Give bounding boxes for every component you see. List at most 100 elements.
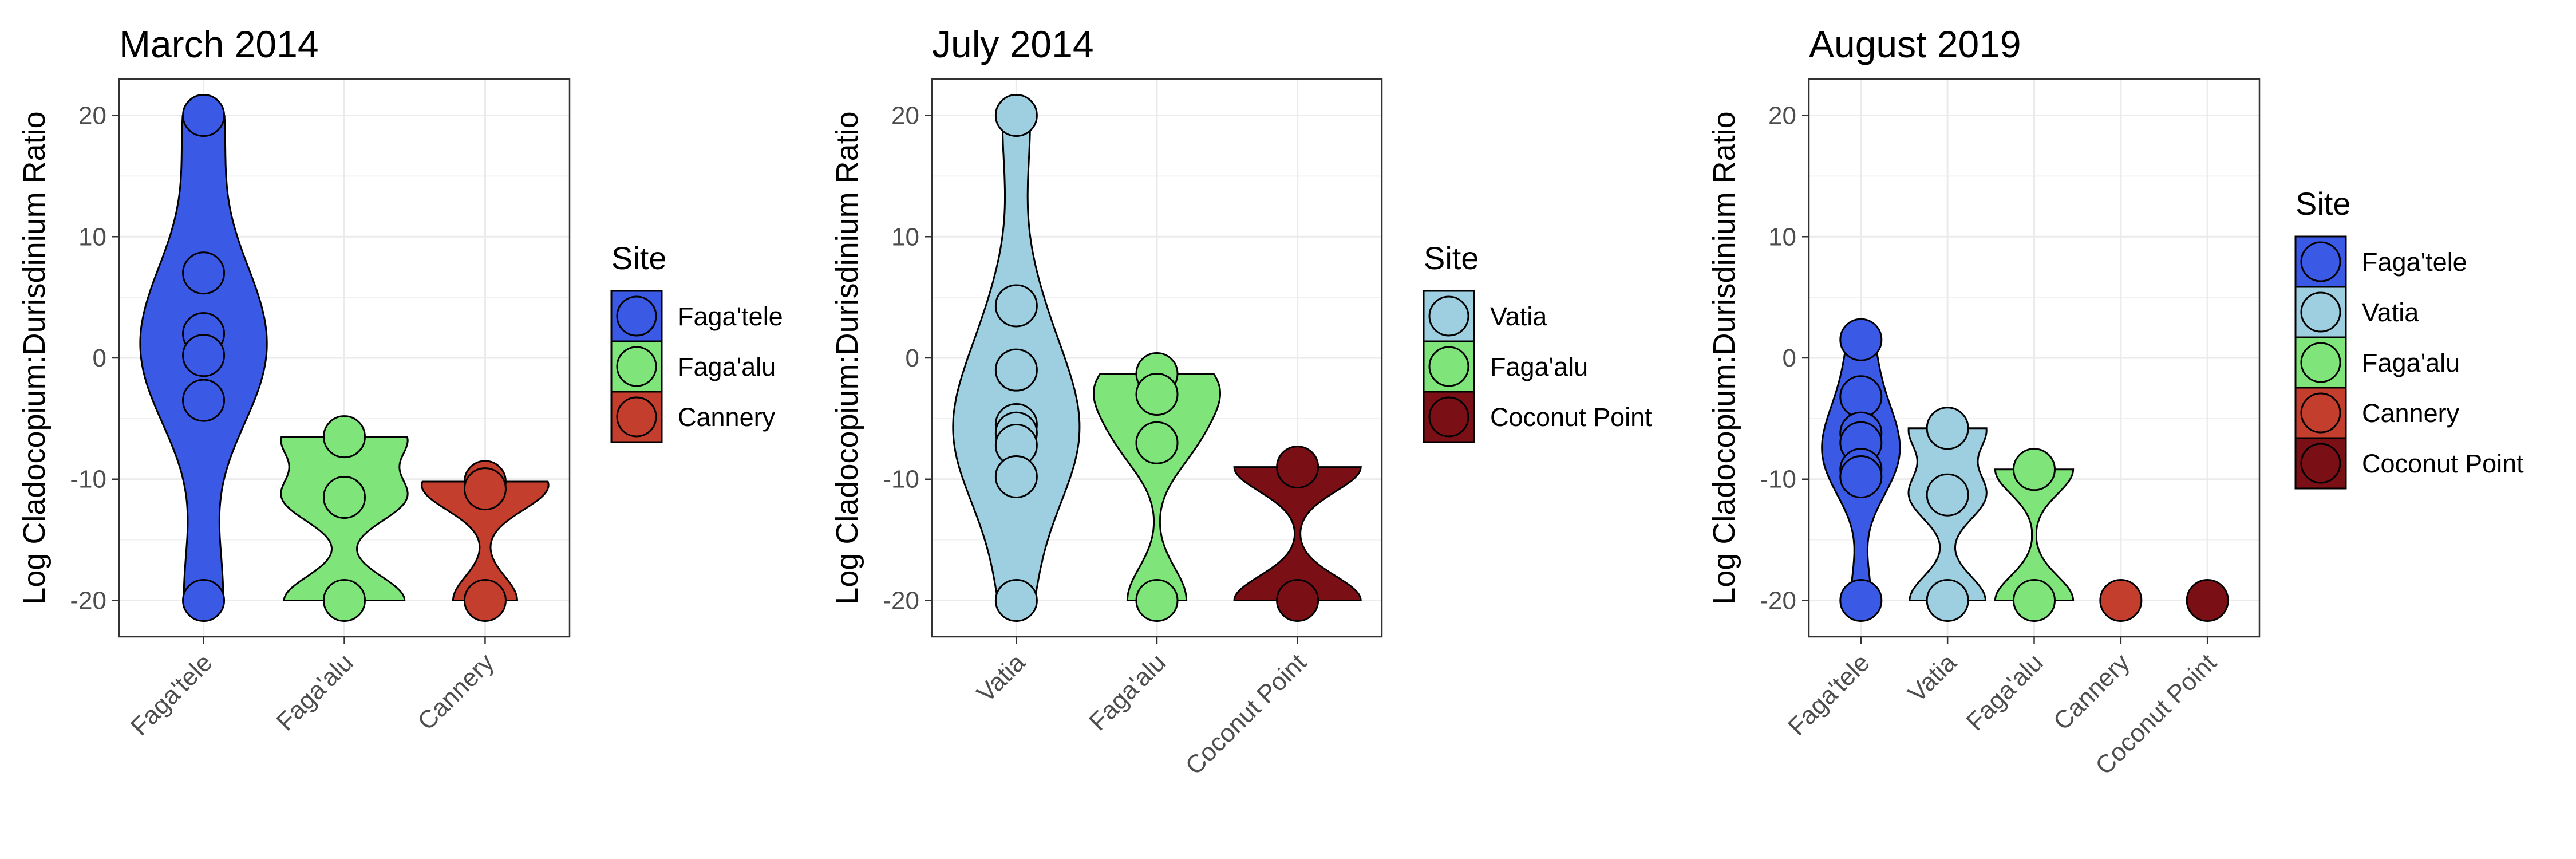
- legend-item-faga-tele: Faga'tele: [610, 290, 783, 342]
- legend-key-point: [2300, 291, 2341, 333]
- legend-item-vatia: Vatia: [2294, 286, 2419, 338]
- y-tick-label: -10: [883, 466, 919, 494]
- legend-title: Site: [611, 240, 667, 276]
- y-tick-label: -10: [1760, 466, 1796, 494]
- x-tick-label: Vatia: [1903, 648, 1962, 708]
- legend-key-point: [1428, 346, 1469, 387]
- legend-item-cannery: Cannery: [2294, 387, 2460, 439]
- data-point: [2013, 578, 2056, 622]
- x-tick-label: Faga'tele: [125, 648, 218, 741]
- data-point: [1135, 578, 1179, 622]
- y-tick-label: 20: [891, 102, 919, 130]
- legend-label: Coconut Point: [1490, 403, 1652, 432]
- legend-key-point: [616, 295, 657, 337]
- data-point: [994, 94, 1038, 137]
- y-tick-label: 10: [1768, 223, 1796, 251]
- legend-key-point: [2300, 241, 2341, 282]
- legend-item-vatia: Vatia: [1423, 290, 1547, 342]
- data-point: [2099, 578, 2143, 622]
- data-point: [463, 467, 507, 511]
- legend-key-point: [616, 396, 657, 438]
- y-tick-label: -10: [70, 466, 106, 494]
- y-tick-label: -20: [1760, 586, 1796, 614]
- data-point: [1135, 421, 1179, 464]
- y-axis-label: Log Cladocopium:Durisdinium Ratio: [17, 111, 52, 604]
- legend-label: Vatia: [1490, 302, 1547, 331]
- data-point: [994, 284, 1038, 328]
- legend-label: Faga'tele: [678, 302, 783, 331]
- legend-title: Site: [1424, 240, 1479, 276]
- panel-title: July 2014: [932, 23, 1094, 65]
- legend: Site Faga'tele Faga'alu Cannery: [610, 240, 783, 443]
- legend-key-point: [2300, 342, 2341, 383]
- x-tick-label: Cannery: [2048, 648, 2135, 735]
- legend-label: Cannery: [678, 403, 776, 432]
- data-point: [1926, 407, 1969, 450]
- data-point: [1276, 578, 1319, 622]
- series-vatia: [1907, 407, 1988, 622]
- violin-cannery: [421, 480, 550, 601]
- y-tick-label: -20: [883, 586, 919, 614]
- y-tick-label: 20: [78, 102, 106, 130]
- data-point: [1135, 373, 1179, 416]
- data-point: [323, 578, 366, 622]
- legend-label: Faga'alu: [678, 352, 776, 381]
- series-vatia: [952, 94, 1081, 622]
- legend-key-point: [1428, 396, 1469, 438]
- series-faga-tele: [139, 94, 268, 622]
- data-point: [182, 334, 226, 377]
- data-point: [182, 94, 226, 137]
- legend-label: Faga'alu: [2362, 348, 2460, 377]
- legend-item-coconut-point: Coconut Point: [2294, 437, 2524, 490]
- data-point: [182, 578, 226, 622]
- legend-label: Faga'tele: [2362, 247, 2467, 277]
- data-point: [1839, 375, 1883, 419]
- x-tick-label: Faga'tele: [1783, 648, 1875, 741]
- data-point: [2013, 448, 2056, 491]
- data-point: [323, 415, 366, 459]
- violin-coconut-point: [1233, 466, 1362, 601]
- panel-march-2014: -20 -10 0 10 20 Faga'tele Faga'alu Cannery March…: [17, 23, 783, 741]
- series-cannery: [421, 460, 550, 622]
- panel-title: March 2014: [119, 23, 319, 65]
- data-point: [2186, 578, 2229, 622]
- y-tick-label: 20: [1768, 102, 1796, 130]
- legend-key-point: [2300, 392, 2341, 434]
- data-point: [1839, 578, 1883, 622]
- series-faga-alu: [1994, 448, 2075, 622]
- series-cannery: [2099, 578, 2143, 622]
- y-tick-label: -20: [70, 586, 106, 614]
- y-tick-label: 0: [906, 344, 919, 372]
- data-point: [1926, 473, 1969, 517]
- x-tick-label: Faga'alu: [271, 648, 359, 736]
- legend-key-point: [2300, 443, 2341, 484]
- legend: Site Faga'tele Vatia Faga'alu Cannery Coconut…: [2294, 186, 2524, 490]
- data-point: [994, 348, 1038, 392]
- y-axis-label: Log Cladocopium:Durisdinium Ratio: [1707, 111, 1741, 604]
- y-tick-label: 0: [93, 344, 106, 372]
- data-point: [1839, 455, 1883, 499]
- legend-key-point: [1428, 295, 1469, 337]
- legend-item-faga-alu: Faga'alu: [610, 340, 776, 393]
- x-tick-label: Faga'alu: [1084, 648, 1171, 736]
- legend-item-cannery: Cannery: [610, 391, 776, 443]
- violin-faga-alu: [1994, 468, 2075, 601]
- legend-item-coconut-point: Coconut Point: [1423, 391, 1652, 443]
- legend-label: Vatia: [2362, 298, 2419, 327]
- legend: Site Vatia Faga'alu Coconut Point: [1423, 240, 1652, 443]
- x-tick-label: Vatia: [971, 648, 1031, 708]
- x-tick-label: Faga'alu: [1961, 648, 2049, 736]
- series-coconut-point: [1233, 446, 1362, 622]
- legend-title: Site: [2296, 186, 2351, 222]
- panel-title: August 2019: [1809, 23, 2021, 65]
- series-faga-tele: [1821, 318, 1901, 622]
- legend-label: Cannery: [2362, 399, 2460, 428]
- data-point: [994, 455, 1038, 499]
- series-coconut-point: [2186, 578, 2229, 622]
- violin-faga-alu: [1093, 373, 1221, 601]
- data-point: [1276, 446, 1319, 489]
- data-point: [463, 578, 507, 622]
